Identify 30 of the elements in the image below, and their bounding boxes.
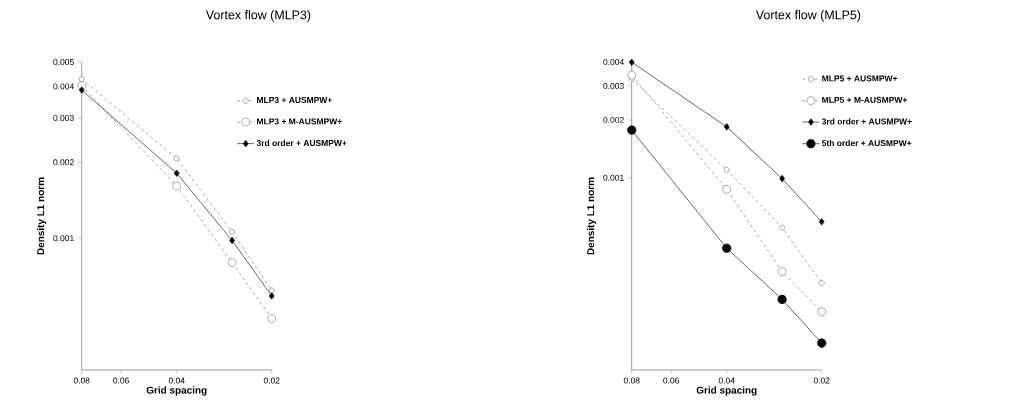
- legend-label: 3rd order + AUSMPW+: [821, 118, 912, 125]
- legend-label: 5th order + AUSMPW+: [821, 139, 912, 147]
- legend-label: MLP5 + AUSMPW+: [822, 75, 898, 82]
- x-tick-label: 0.08: [73, 377, 90, 384]
- y-tick-label: 0.005: [53, 59, 74, 65]
- y-tick-label: 0.002: [53, 159, 74, 166]
- x-tick-label: 0.06: [113, 377, 130, 384]
- x-tick-label: 0.04: [168, 377, 185, 384]
- legend-label: MLP3 + M-AUSMPW+: [257, 118, 342, 125]
- y-tick-label: 0.004: [53, 83, 74, 90]
- legend-label: MLP3 + AUSMPW+: [257, 97, 332, 104]
- y-tick-label: 0.001: [53, 235, 74, 242]
- x-tick-label: 0.06: [663, 377, 680, 384]
- x-tick-label: 0.04: [718, 377, 735, 384]
- chart-title: Vortex flow (MLP5): [755, 10, 861, 22]
- y-tick-label: 0.004: [603, 59, 624, 65]
- y-axis-title: Density L1 norm: [36, 177, 47, 255]
- y-axis-title: Density L1 norm: [586, 177, 597, 255]
- y-tick-label: 0.002: [603, 116, 624, 123]
- chart-title: Vortex flow (MLP3): [205, 10, 311, 22]
- legend-label: MLP5 + M-AUSMPW+: [822, 96, 907, 103]
- x-tick-label: 0.02: [813, 377, 830, 384]
- x-axis-title: Grid spacing: [146, 386, 207, 396]
- x-tick-label: 0.02: [263, 377, 280, 384]
- y-tick-label: 0.003: [53, 114, 74, 121]
- x-tick-label: 0.08: [623, 377, 640, 384]
- legend-label: 3rd order + AUSMPW+: [256, 139, 347, 147]
- x-axis-title: Grid spacing: [696, 386, 757, 396]
- y-tick-label: 0.001: [603, 174, 624, 181]
- y-tick-label: 0.003: [603, 83, 624, 90]
